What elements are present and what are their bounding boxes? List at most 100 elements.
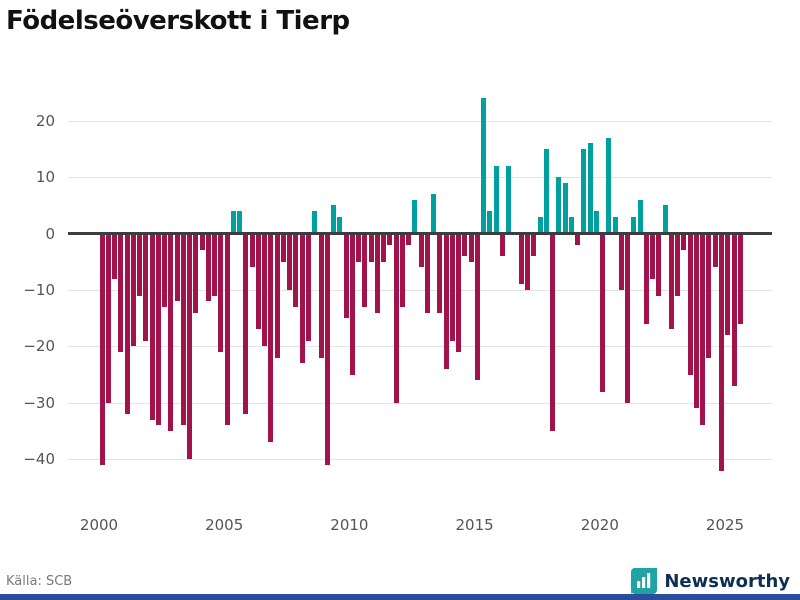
bottom-accent-strip xyxy=(0,594,800,600)
bar-2001Q4 xyxy=(143,233,149,341)
bar-2006Q1 xyxy=(249,233,255,268)
bar-2007Q1 xyxy=(274,233,280,358)
x-tick-label: 2005 xyxy=(205,516,244,534)
newsworthy-logo[interactable]: Newsworthy xyxy=(631,564,790,594)
gridline xyxy=(68,177,772,179)
bar-2005Q4 xyxy=(243,233,249,415)
bar-2011Q4 xyxy=(393,233,399,403)
bar-2006Q4 xyxy=(268,233,274,443)
newsworthy-wordmark: Newsworthy xyxy=(664,570,790,592)
bar-2025Q3 xyxy=(737,233,743,324)
bar-2005Q1 xyxy=(224,233,230,426)
x-tick-label: 2015 xyxy=(455,516,494,534)
bar-2013Q1 xyxy=(424,233,430,313)
bar-2013Q4 xyxy=(443,233,449,369)
bar-2009Q3 xyxy=(337,216,343,234)
bar-2003Q2 xyxy=(180,233,186,426)
bar-2013Q3 xyxy=(437,233,443,313)
bar-2018Q3 xyxy=(562,182,568,234)
bar-2024Q3 xyxy=(712,233,718,268)
bar-2007Q3 xyxy=(287,233,293,290)
x-tick-label: 2010 xyxy=(330,516,369,534)
bar-2010Q4 xyxy=(368,233,374,262)
chart-title: Födelseöverskott i Tierp xyxy=(6,6,350,36)
bar-2019Q4 xyxy=(593,210,599,234)
bar-2000Q2 xyxy=(105,233,111,403)
bar-2000Q3 xyxy=(112,233,117,279)
bar-2024Q4 xyxy=(718,233,724,471)
bar-2021Q4 xyxy=(643,233,649,324)
bar-2010Q3 xyxy=(362,233,368,307)
bar-2020Q4 xyxy=(618,233,624,290)
bar-2014Q1 xyxy=(449,233,455,341)
newsworthy-bar-chart-icon xyxy=(631,564,658,594)
source-label: Källa: SCB xyxy=(6,574,73,589)
bar-2011Q2 xyxy=(381,233,387,262)
bar-2000Q4 xyxy=(118,233,124,353)
bar-2018Q2 xyxy=(556,177,562,234)
bar-2025Q2 xyxy=(731,233,737,386)
bar-2012Q1 xyxy=(399,233,405,307)
bar-2023Q4 xyxy=(693,233,699,409)
bar-2001Q2 xyxy=(130,233,136,347)
bar-2010Q2 xyxy=(356,233,362,262)
bar-2004Q2 xyxy=(205,233,211,302)
bar-2020Q3 xyxy=(612,216,618,234)
bar-2015Q4 xyxy=(493,165,499,234)
bar-2008Q4 xyxy=(318,233,324,358)
bar-2014Q3 xyxy=(462,233,468,257)
x-tick-label: 2025 xyxy=(705,516,745,534)
y-tick-label: −20 xyxy=(23,337,55,356)
bar-2019Q2 xyxy=(581,148,587,234)
bar-2005Q2 xyxy=(230,210,236,234)
y-tick-label: 0 xyxy=(45,224,55,243)
bar-2016Q2 xyxy=(506,165,512,234)
bar-2001Q3 xyxy=(137,233,143,296)
zero-baseline xyxy=(68,232,772,235)
bar-2016Q1 xyxy=(499,233,505,257)
bar-2003Q1 xyxy=(174,233,180,302)
bar-2006Q2 xyxy=(255,233,261,330)
bar-2015Q3 xyxy=(487,210,493,234)
y-tick-label: −40 xyxy=(23,450,55,469)
bar-2017Q4 xyxy=(543,148,549,234)
y-tick-label: −30 xyxy=(23,393,55,412)
bar-2017Q2 xyxy=(531,233,537,257)
bar-2013Q2 xyxy=(431,193,437,234)
bar-2020Q2 xyxy=(606,137,612,234)
bar-2021Q2 xyxy=(631,216,637,234)
x-tick-label: 2020 xyxy=(580,516,619,534)
gridline xyxy=(68,459,772,461)
bar-2021Q1 xyxy=(625,233,631,403)
bar-2009Q4 xyxy=(343,233,349,319)
bar-2018Q4 xyxy=(568,216,574,234)
bar-2008Q2 xyxy=(305,233,311,341)
bar-2002Q2 xyxy=(155,233,161,426)
bar-2009Q1 xyxy=(324,233,330,465)
bar-2006Q3 xyxy=(262,233,268,347)
bar-2010Q1 xyxy=(349,233,355,375)
bar-2001Q1 xyxy=(124,233,130,415)
gridline xyxy=(68,120,772,122)
y-tick-label: 10 xyxy=(35,168,55,187)
bar-2012Q4 xyxy=(418,233,424,268)
bar-2008Q3 xyxy=(312,210,318,234)
bar-2018Q1 xyxy=(550,233,556,432)
bar-2023Q2 xyxy=(681,233,687,251)
bar-2023Q1 xyxy=(675,233,681,296)
y-tick-label: 20 xyxy=(35,111,55,130)
bar-2017Q1 xyxy=(525,233,530,290)
bar-2024Q2 xyxy=(706,233,712,358)
bar-2014Q4 xyxy=(468,233,474,262)
bar-2004Q3 xyxy=(212,233,218,296)
bar-2021Q3 xyxy=(637,199,643,234)
bar-2004Q1 xyxy=(199,233,205,251)
bar-2022Q1 xyxy=(650,233,656,279)
y-tick-label: −10 xyxy=(23,280,55,299)
bar-2007Q4 xyxy=(293,233,299,307)
bar-2008Q1 xyxy=(299,233,305,364)
bar-2012Q2 xyxy=(406,233,412,245)
bar-2000Q1 xyxy=(99,233,105,465)
bar-2002Q3 xyxy=(162,233,168,307)
